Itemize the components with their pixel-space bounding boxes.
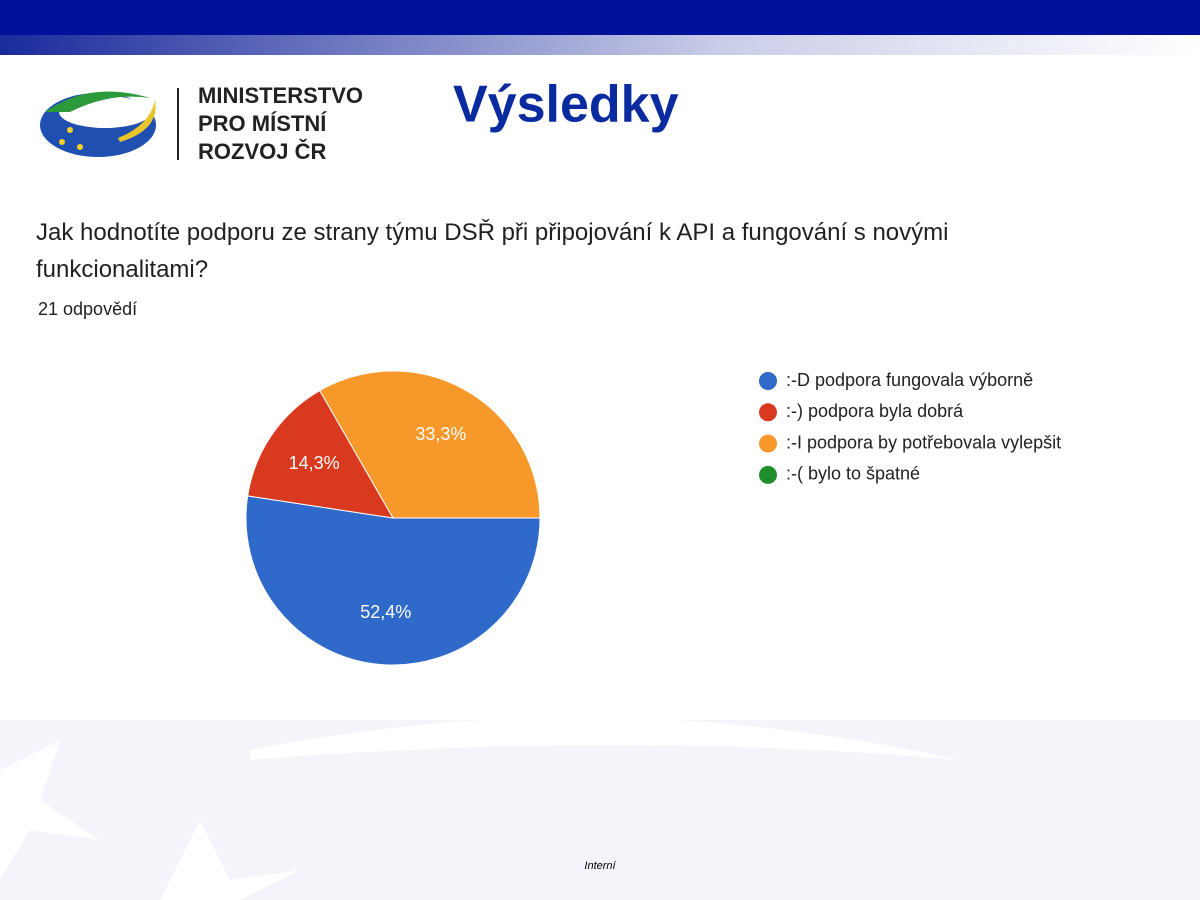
- slide-title: Výsledky: [453, 76, 679, 134]
- legend-label: :-I podpora by potřebovala vylepšit: [786, 432, 1061, 452]
- legend-marker: [759, 465, 777, 484]
- chart-subtitle: 21 odpovědí: [38, 299, 137, 319]
- chart-title: Jak hodnotíte podporu ze strany týmu DSŘ…: [36, 219, 949, 283]
- legend-marker: [759, 403, 777, 422]
- legend-marker: [759, 372, 777, 390]
- top-gradient: [0, 35, 1200, 55]
- data-label: 14,3%: [289, 453, 340, 473]
- footer: Interní: [584, 860, 616, 872]
- question-box: Jak hodnotíte podporu ze strany týmu DSŘ…: [36, 219, 949, 283]
- data-label: 52,4%: [360, 602, 411, 622]
- legend-label: :-) podpora byla dobrá: [786, 401, 964, 421]
- pie-slice: [319, 370, 541, 519]
- logo-text: MINISTERSTVO: [198, 83, 363, 108]
- background-decoration: [0, 717, 1200, 900]
- pie-slice: [247, 389, 394, 519]
- legend-label: :-D podpora fungovala výborně: [786, 370, 1033, 390]
- legend-label: :-( bylo to špatné: [786, 464, 920, 484]
- logo-text: PRO MÍSTNÍ: [198, 111, 327, 136]
- logo: [40, 91, 156, 157]
- logo-text: ROZVOJ ČR: [198, 139, 326, 164]
- data-label: 33,3%: [415, 424, 466, 444]
- pie-slice: [245, 495, 541, 666]
- legend-marker: [759, 434, 777, 453]
- top-bar: [0, 0, 1200, 35]
